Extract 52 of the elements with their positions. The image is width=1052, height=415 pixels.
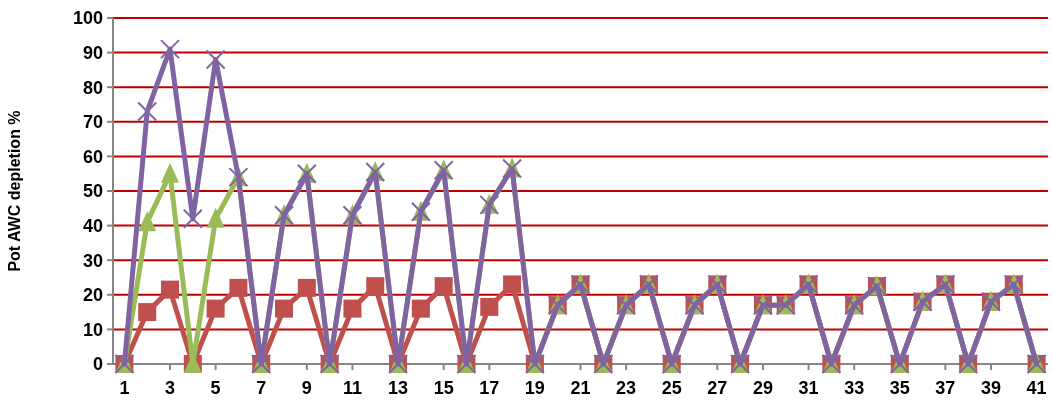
y-tick-label: 80: [82, 77, 103, 98]
x-tick-label: 5: [210, 378, 221, 398]
y-tick-label: 0: [92, 354, 103, 375]
x-tick-label: 31: [798, 378, 819, 398]
y-tick-label: 50: [82, 181, 103, 202]
y-tick-label: 90: [82, 42, 103, 63]
point: [138, 211, 157, 232]
x-tick-label: 7: [256, 378, 267, 398]
point: [182, 208, 203, 229]
point: [138, 303, 157, 322]
y-tick-label: 60: [82, 146, 103, 167]
x-tick-label: 35: [889, 378, 910, 398]
x-tick-label: 19: [524, 378, 545, 398]
point: [205, 49, 226, 70]
x-tick-label: 33: [844, 378, 865, 398]
point: [434, 277, 453, 296]
x-tick-label: 25: [661, 378, 682, 398]
point: [206, 299, 225, 318]
x-tick-label: 13: [388, 378, 409, 398]
point: [161, 280, 180, 299]
point: [503, 275, 522, 294]
x-tick-label: 1: [119, 378, 130, 398]
y-axis-title: Pot AWC depletion %: [6, 110, 23, 272]
point: [161, 162, 180, 183]
x-tick-label: 39: [980, 378, 1001, 398]
point: [297, 278, 316, 297]
x-tick-label: 23: [616, 378, 637, 398]
x-tick-label: 11: [342, 378, 362, 398]
point: [275, 299, 294, 318]
point: [206, 207, 225, 228]
point: [366, 277, 385, 296]
point: [411, 299, 430, 318]
x-tick-label: 37: [935, 378, 956, 398]
x-tick-label: 9: [301, 378, 312, 398]
y-tick-label: 100: [72, 8, 103, 29]
x-tick-label: 41: [1026, 378, 1047, 398]
x-tick-label: 3: [165, 378, 176, 398]
point: [137, 101, 158, 122]
y-tick-label: 30: [82, 250, 103, 271]
y-tick-label: 20: [82, 285, 103, 306]
y-tick-label: 10: [82, 319, 103, 340]
point: [480, 297, 499, 316]
x-tick-label: 15: [433, 378, 454, 398]
point: [160, 39, 181, 60]
x-tick-label: 17: [479, 378, 500, 398]
x-tick-label: 27: [707, 378, 728, 398]
x-tick-label: 29: [752, 378, 773, 398]
point: [343, 299, 362, 318]
y-tick-label: 70: [82, 112, 103, 133]
y-tick-label: 40: [82, 215, 103, 236]
point: [229, 278, 248, 297]
x-tick-label: 21: [570, 378, 591, 398]
